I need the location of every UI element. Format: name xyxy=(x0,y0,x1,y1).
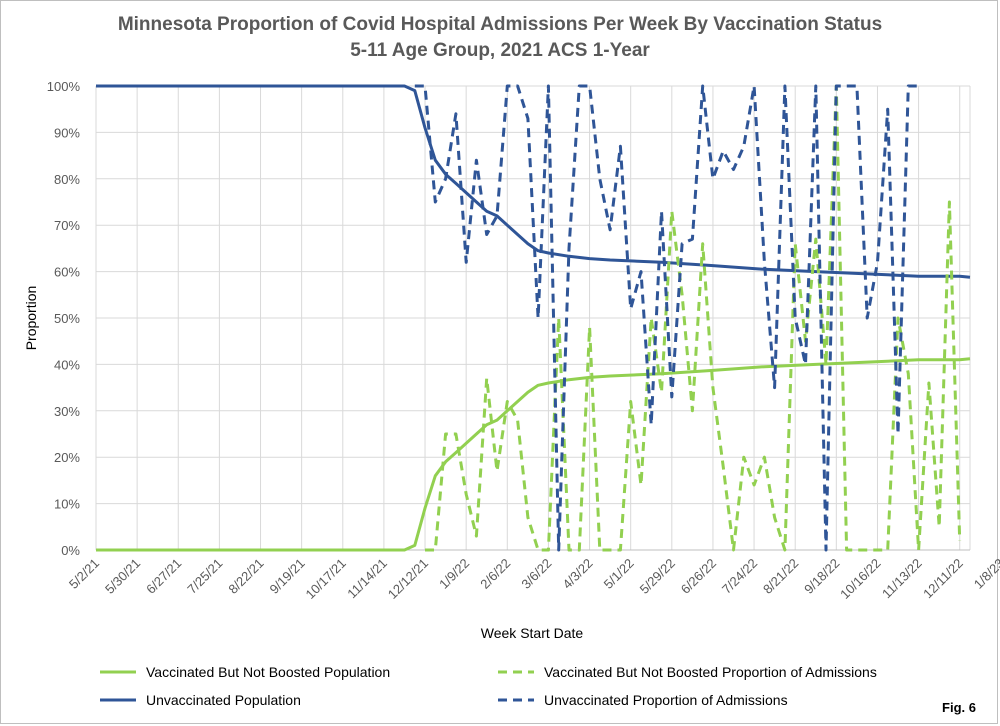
y-tick-label: 70% xyxy=(54,218,80,233)
y-tick-label: 90% xyxy=(54,125,80,140)
legend-label: Vaccinated But Not Boosted Population xyxy=(146,664,390,680)
x-tick-label: 6/26/22 xyxy=(678,556,719,597)
legend: Vaccinated But Not Boosted Population Vac… xyxy=(100,664,877,708)
x-tick-label: 3/6/22 xyxy=(518,556,554,592)
y-tick-label: 10% xyxy=(54,497,80,512)
y-tick-label: 50% xyxy=(54,311,80,326)
x-tick-label: 11/14/21 xyxy=(344,556,390,602)
x-tick-label: 11/13/22 xyxy=(879,556,925,602)
series-line-vaccinated-but-not-boosted-proportion-of-admissions xyxy=(425,84,962,552)
x-tick-label: 5/2/21 xyxy=(66,556,102,592)
axes: 0%10%20%30%40%50%60%70%80%90%100%5/2/21 5… xyxy=(47,79,1000,602)
series-line-unvaccinated-proportion-of-admissions xyxy=(414,84,919,552)
y-tick-label: 30% xyxy=(54,404,80,419)
x-tick-label: 4/3/22 xyxy=(560,556,596,592)
x-tick-label: 10/17/21 xyxy=(303,556,349,602)
x-tick-label: 7/24/22 xyxy=(719,556,760,597)
x-tick-label: 5/29/22 xyxy=(637,556,678,597)
x-tick-label: 6/27/21 xyxy=(143,556,184,597)
x-tick-label: 1/8/23 xyxy=(971,556,1000,592)
x-tick-label: 12/12/21 xyxy=(385,556,431,602)
gridlines xyxy=(95,85,971,551)
x-axis-title: Week Start Date xyxy=(481,625,584,641)
y-tick-label: 60% xyxy=(54,265,80,280)
y-axis-title: Proportion xyxy=(23,286,39,351)
x-tick-label: 9/18/22 xyxy=(801,556,842,597)
legend-label: Unvaccinated Population xyxy=(146,692,301,708)
x-tick-label: 5/1/22 xyxy=(601,556,637,592)
chart-subtitle: 5-11 Age Group, 2021 ACS 1-Year xyxy=(350,40,650,61)
x-tick-label: 5/30/21 xyxy=(102,556,143,597)
x-tick-label: 12/11/22 xyxy=(920,556,966,602)
y-tick-label: 40% xyxy=(54,357,80,372)
y-tick-label: 100% xyxy=(47,79,81,94)
series-lines xyxy=(96,84,971,552)
y-tick-label: 0% xyxy=(61,543,80,558)
y-tick-label: 80% xyxy=(54,172,80,187)
x-tick-label: 8/22/21 xyxy=(225,556,266,597)
legend-label: Unvaccinated Proportion of Admissions xyxy=(544,692,788,708)
figure-label: Fig. 6 xyxy=(942,700,976,715)
x-tick-label: 7/25/21 xyxy=(184,556,225,597)
series-line-unvaccinated-population xyxy=(96,84,971,279)
legend-label: Vaccinated But Not Boosted Proportion of… xyxy=(544,664,877,680)
x-tick-label: 2/6/22 xyxy=(477,556,513,592)
x-tick-label: 10/16/22 xyxy=(837,556,883,602)
x-tick-label: 1/9/22 xyxy=(436,556,472,592)
y-tick-label: 20% xyxy=(54,450,80,465)
x-tick-label: 8/21/22 xyxy=(760,556,801,597)
x-tick-label: 9/19/21 xyxy=(266,556,307,597)
series-line-vaccinated-but-not-boosted-population xyxy=(96,357,971,552)
chart-title: Minnesota Proportion of Covid Hospital A… xyxy=(117,14,883,35)
